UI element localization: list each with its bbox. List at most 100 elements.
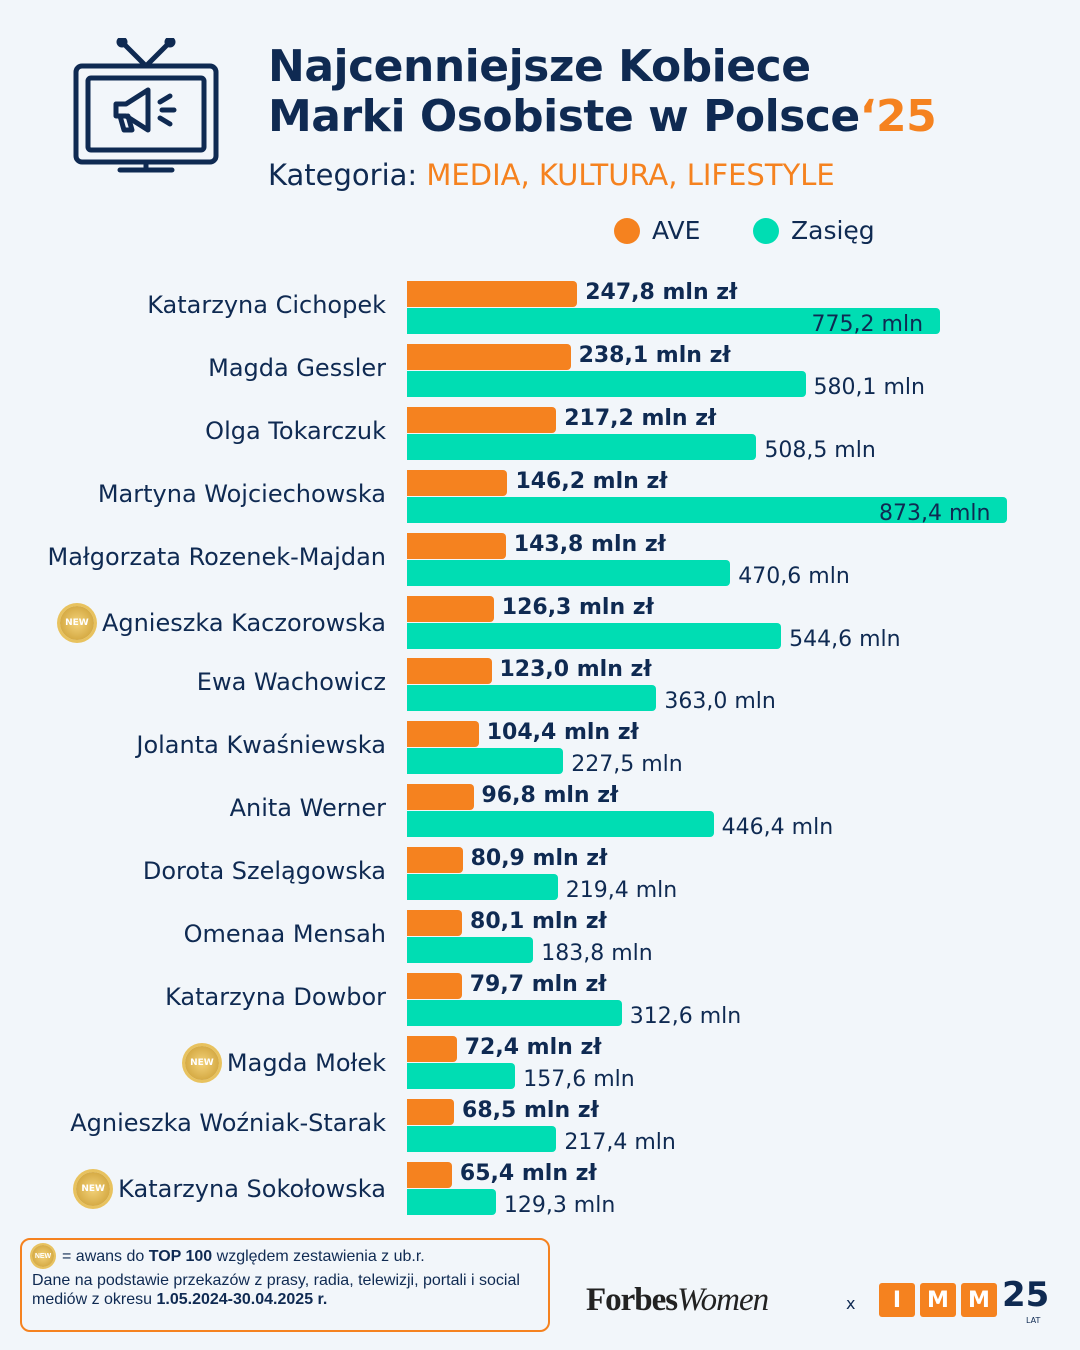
category-name: Omenaa Mensah [183, 920, 386, 948]
category-name: Magda Mołek [226, 1048, 386, 1077]
ave-value-label: 126,3 mln zł [501, 594, 654, 620]
ave-bar [407, 1098, 455, 1125]
category-label: Małgorzata Rozenek-Majdan [48, 543, 386, 571]
category: Kategoria: MEDIA, KULTURA, LIFESTYLE [268, 158, 835, 192]
category-label: Katarzyna Cichopek [147, 291, 386, 319]
category-name: Ewa Wachowicz [196, 668, 386, 697]
legend-ave-swatch [614, 217, 640, 244]
new-badge-icon: NEW [76, 1171, 111, 1206]
reach-bar [407, 559, 731, 586]
reach-bar [407, 622, 782, 649]
category-name: Katarzyna Cichopek [147, 291, 386, 319]
reach-bar [407, 811, 714, 838]
reach-value-label: 446,4 mln [721, 815, 834, 841]
ave-bar [407, 847, 463, 874]
ave-value-label: 238,1 mln zł [578, 342, 731, 368]
category-name: Katarzyna Dowbor [165, 982, 386, 1011]
ave-bar [407, 658, 492, 685]
category-name: Olga Tokarczuk [205, 416, 386, 445]
category-label: Olga Tokarczuk [205, 417, 386, 445]
reach-value-label: 183,8 mln [541, 941, 653, 966]
ave-value-label: 80,1 mln zł [470, 909, 607, 934]
tv-megaphone-icon [73, 38, 219, 173]
category-label: Ewa Wachowicz [197, 668, 386, 696]
source-text: Dane na podstawie przekazów z prasy, rad… [32, 1272, 520, 1308]
logo-separator: x [846, 1294, 856, 1313]
ave-bar [407, 784, 474, 811]
ave-bar [407, 972, 462, 999]
legend-ave-label: AVE [652, 216, 701, 245]
ave-value-label: 143,8 mln zł [513, 531, 666, 557]
category-label: Magda Gessler [208, 354, 386, 382]
imm-logo-i: I [879, 1283, 915, 1317]
reach-bar [407, 748, 564, 775]
ave-value-label: 104,4 mln zł [486, 720, 639, 746]
reach-value-label: 227,5 mln [571, 752, 683, 778]
new-badge-icon: NEW [59, 605, 94, 640]
ave-value-label: 247,8 mln zł [585, 280, 738, 305]
category-name: Anita Werner [229, 794, 386, 823]
ave-value-label: 123,0 mln zł [499, 657, 652, 683]
ave-bar [407, 343, 571, 370]
category-label: NEW Katarzyna Sokołowska [76, 1171, 386, 1206]
reach-bar [407, 999, 622, 1026]
ave-bar [407, 595, 494, 622]
ave-bar [407, 1035, 457, 1062]
reach-bar [407, 937, 534, 963]
imm-years: 25 [1002, 1275, 1050, 1315]
badge-legend-eq: = awans do [62, 1247, 149, 1265]
category-name: Dorota Szelągowska [142, 857, 386, 886]
category-label: Anita Werner [230, 794, 386, 822]
new-badge-icon: NEW [32, 1245, 54, 1267]
reach-value-label: 157,6 mln [523, 1066, 635, 1092]
new-badge-icon: NEW [184, 1045, 219, 1080]
category-label: NEW Agnieszka Kaczorowska [59, 605, 386, 640]
category-label: NEW Magda Mołek [184, 1045, 386, 1080]
category-label: Kategoria: [268, 158, 418, 192]
reach-value-label: 312,6 mln [629, 1003, 742, 1029]
reach-value-label: 544,6 mln [789, 626, 901, 652]
reach-bar [407, 685, 657, 712]
badge-legend-bold: TOP 100 [148, 1247, 213, 1265]
reach-bar [407, 370, 806, 397]
forbes-women-logo: ForbesWomen [586, 1282, 769, 1319]
reach-value-label: 129,3 mln [503, 1192, 616, 1218]
reach-value-label: 219,4 mln [565, 878, 678, 904]
reach-value-label: 580,1 mln [813, 374, 925, 400]
ave-bar [407, 281, 578, 307]
reach-value-label: 470,6 mln [738, 563, 850, 589]
ave-bar [407, 532, 506, 559]
category-name: Agnieszka Kaczorowska [101, 608, 386, 637]
category-label: Martyna Wojciechowska [98, 480, 386, 508]
ave-value-label: 80,9 mln zł [470, 846, 608, 872]
badge-legend: = awans do TOP 100 względem zestawienia … [62, 1247, 425, 1266]
source-note: Dane na podstawie przekazów z prasy, rad… [32, 1271, 538, 1309]
category-label: Katarzyna Dowbor [165, 983, 386, 1011]
reach-bar [407, 1188, 496, 1215]
ave-bar [407, 1161, 452, 1188]
imm-logo-m2: M [961, 1283, 997, 1317]
category-label: Jolanta Kwaśniewska [136, 731, 386, 759]
imm-lat: LAT [1026, 1316, 1041, 1325]
ave-bar [407, 910, 463, 936]
reach-bar [407, 1062, 516, 1089]
ave-value-label: 68,5 mln zł [462, 1097, 599, 1123]
reach-bar [407, 496, 1008, 523]
ave-value-label: 217,2 mln zł [564, 405, 717, 431]
reach-bar [407, 874, 558, 901]
title-line-2: Marki Osobiste w Polsce [268, 91, 860, 142]
ave-value-label: 79,7 mln zł [469, 971, 607, 997]
page-title: Najcenniejsze Kobiece Marki Osobiste w P… [268, 42, 937, 142]
reach-bar [407, 1125, 557, 1152]
category-name: Jolanta Kwaśniewska [136, 731, 386, 760]
category-label: Dorota Szelągowska [143, 857, 386, 885]
badge-legend-rest: względem zestawienia z ub.r. [212, 1247, 425, 1265]
category-name: Agnieszka Woźniak-Starak [70, 1108, 386, 1137]
category-name: Magda Gessler [208, 353, 386, 382]
title-year: ‘25 [859, 91, 937, 142]
legend-reach-label: Zasięg [791, 216, 875, 245]
reach-bar [407, 433, 757, 460]
category-name: Katarzyna Sokołowska [118, 1174, 386, 1203]
reach-value-label: 873,4 mln [879, 500, 991, 526]
